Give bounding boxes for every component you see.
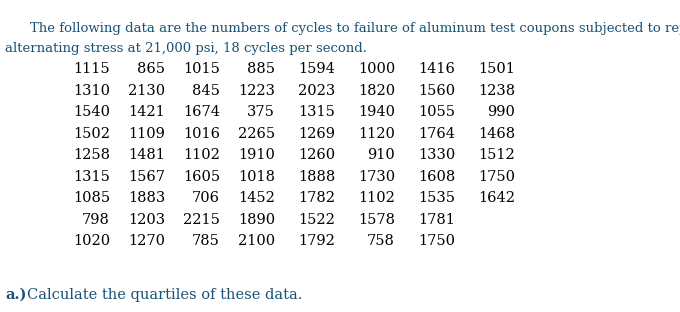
Text: 1888: 1888 xyxy=(298,169,335,183)
Text: 2130: 2130 xyxy=(128,84,165,98)
Text: 1481: 1481 xyxy=(128,148,165,162)
Text: 375: 375 xyxy=(247,105,275,119)
Text: 1512: 1512 xyxy=(478,148,515,162)
Text: 1085: 1085 xyxy=(73,191,110,205)
Text: 1501: 1501 xyxy=(478,62,515,76)
Text: 1258: 1258 xyxy=(73,148,110,162)
Text: 1102: 1102 xyxy=(358,191,395,205)
Text: 1782: 1782 xyxy=(298,191,335,205)
Text: 1750: 1750 xyxy=(478,169,515,183)
Text: 1238: 1238 xyxy=(478,84,515,98)
Text: 1270: 1270 xyxy=(128,234,165,248)
Text: 1115: 1115 xyxy=(73,62,110,76)
Text: 1310: 1310 xyxy=(73,84,110,98)
Text: 1102: 1102 xyxy=(183,148,220,162)
Text: 1940: 1940 xyxy=(358,105,395,119)
Text: 1120: 1120 xyxy=(358,126,395,140)
Text: 1055: 1055 xyxy=(418,105,455,119)
Text: 1764: 1764 xyxy=(418,126,455,140)
Text: 2100: 2100 xyxy=(238,234,275,248)
Text: 1020: 1020 xyxy=(73,234,110,248)
Text: 1315: 1315 xyxy=(73,169,110,183)
Text: 1016: 1016 xyxy=(183,126,220,140)
Text: 910: 910 xyxy=(367,148,395,162)
Text: 1015: 1015 xyxy=(183,62,220,76)
Text: 1608: 1608 xyxy=(418,169,455,183)
Text: 1820: 1820 xyxy=(358,84,395,98)
Text: 1203: 1203 xyxy=(128,212,165,227)
Text: The following data are the numbers of cycles to failure of aluminum test coupons: The following data are the numbers of cy… xyxy=(30,22,680,35)
Text: 1452: 1452 xyxy=(238,191,275,205)
Text: 785: 785 xyxy=(192,234,220,248)
Text: 885: 885 xyxy=(247,62,275,76)
Text: 1269: 1269 xyxy=(298,126,335,140)
Text: 1750: 1750 xyxy=(418,234,455,248)
Text: 845: 845 xyxy=(192,84,220,98)
Text: 1578: 1578 xyxy=(358,212,395,227)
Text: 1594: 1594 xyxy=(298,62,335,76)
Text: 758: 758 xyxy=(367,234,395,248)
Text: 1018: 1018 xyxy=(238,169,275,183)
Text: 1890: 1890 xyxy=(238,212,275,227)
Text: 1416: 1416 xyxy=(418,62,455,76)
Text: 1910: 1910 xyxy=(238,148,275,162)
Text: 1468: 1468 xyxy=(478,126,515,140)
Text: 1605: 1605 xyxy=(183,169,220,183)
Text: 1560: 1560 xyxy=(418,84,455,98)
Text: a.): a.) xyxy=(5,288,27,302)
Text: 1330: 1330 xyxy=(418,148,455,162)
Text: 1421: 1421 xyxy=(129,105,165,119)
Text: alternating stress at 21,000 psi, 18 cycles per second.: alternating stress at 21,000 psi, 18 cyc… xyxy=(5,42,367,55)
Text: 2215: 2215 xyxy=(183,212,220,227)
Text: Calculate the quartiles of these data.: Calculate the quartiles of these data. xyxy=(27,288,303,302)
Text: 2023: 2023 xyxy=(298,84,335,98)
Text: 1540: 1540 xyxy=(73,105,110,119)
Text: 1260: 1260 xyxy=(298,148,335,162)
Text: 1502: 1502 xyxy=(73,126,110,140)
Text: 865: 865 xyxy=(137,62,165,76)
Text: 1567: 1567 xyxy=(128,169,165,183)
Text: 1535: 1535 xyxy=(418,191,455,205)
Text: 1315: 1315 xyxy=(298,105,335,119)
Text: 2265: 2265 xyxy=(238,126,275,140)
Text: 1642: 1642 xyxy=(478,191,515,205)
Text: 1792: 1792 xyxy=(298,234,335,248)
Text: 1522: 1522 xyxy=(298,212,335,227)
Text: 1883: 1883 xyxy=(128,191,165,205)
Text: 1730: 1730 xyxy=(358,169,395,183)
Text: 990: 990 xyxy=(487,105,515,119)
Text: 1781: 1781 xyxy=(418,212,455,227)
Text: 1674: 1674 xyxy=(183,105,220,119)
Text: 1109: 1109 xyxy=(128,126,165,140)
Text: 706: 706 xyxy=(192,191,220,205)
Text: 1000: 1000 xyxy=(358,62,395,76)
Text: 798: 798 xyxy=(82,212,110,227)
Text: 1223: 1223 xyxy=(238,84,275,98)
